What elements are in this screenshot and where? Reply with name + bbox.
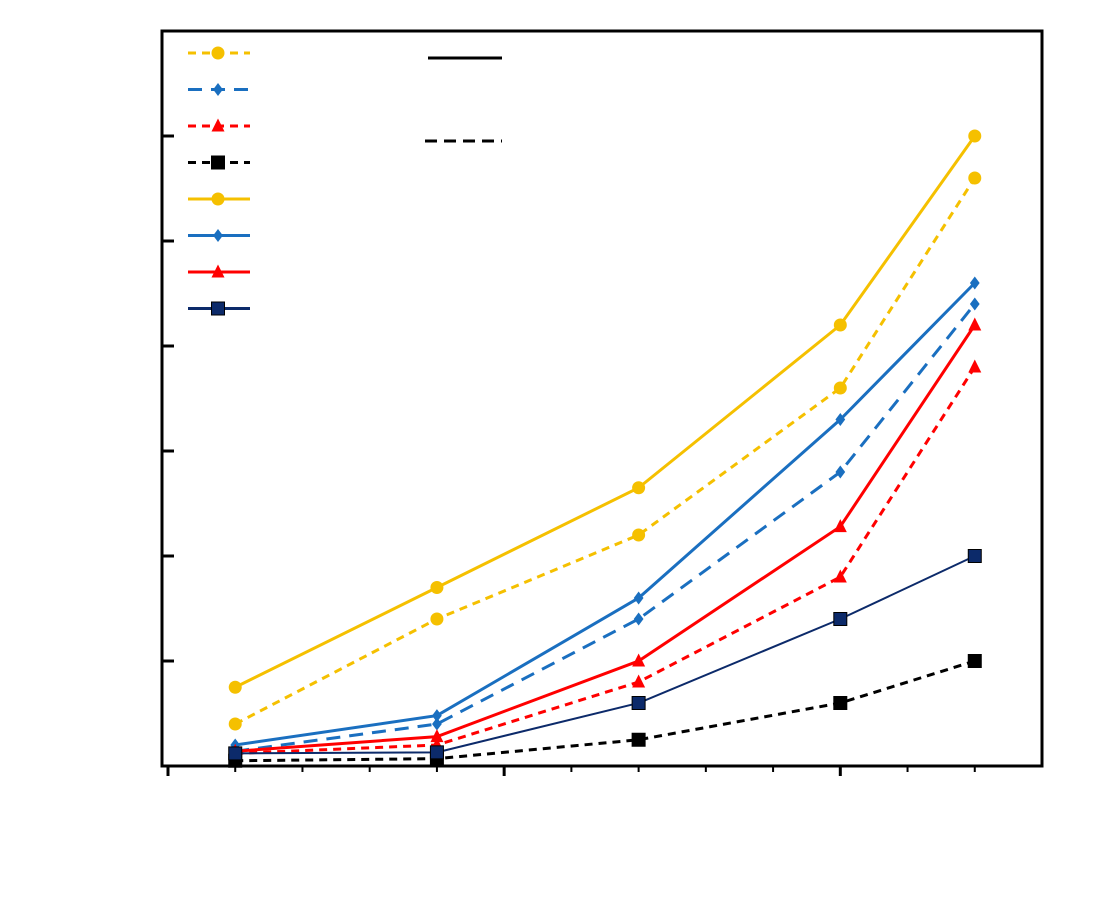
series-line [235,281,976,747]
marker [967,549,982,563]
marker [228,680,242,694]
marker [833,519,847,533]
marker [228,746,243,761]
marker [432,717,442,731]
marker [213,229,223,242]
series-line [235,303,976,753]
marker [429,745,444,760]
marker [211,46,225,60]
marker [833,569,847,583]
marker [833,612,848,626]
marker [632,653,646,667]
marker [211,118,225,132]
series-line [235,324,977,753]
marker [432,709,442,723]
marker [833,381,847,395]
marker [430,729,444,743]
marker [631,696,646,710]
series-line [235,555,976,755]
marker [632,674,646,688]
series-line [234,177,977,726]
marker [633,612,644,626]
marker [833,318,847,332]
marker [632,528,646,542]
marker [835,413,846,426]
plot-frame [160,29,1044,768]
marker [835,465,846,479]
marker [969,297,980,311]
marker [968,129,982,143]
marker [633,591,644,605]
marker [430,581,444,594]
marker [430,612,444,626]
marker [211,264,225,278]
marker [967,654,982,668]
marker [968,171,982,185]
marker [211,192,225,206]
marker [228,717,242,731]
marker [968,359,982,373]
marker [968,317,982,331]
marker [969,276,980,290]
marker [631,732,646,747]
marker [211,301,225,316]
marker [632,481,646,495]
marker [833,696,848,710]
marker [213,83,223,96]
marker [211,155,225,170]
series-line [234,135,976,689]
